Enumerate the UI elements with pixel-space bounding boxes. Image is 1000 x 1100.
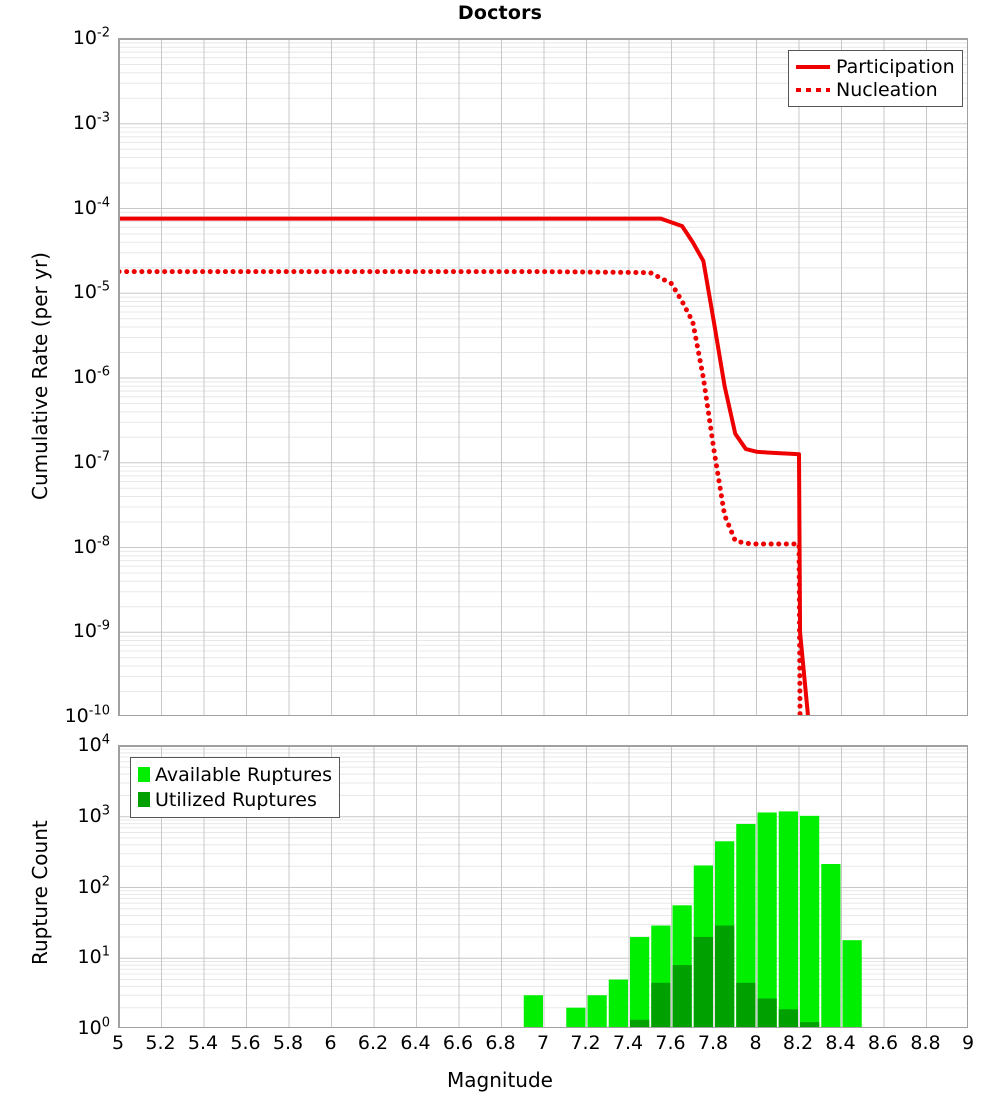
mfd-rate-svg: [119, 39, 967, 715]
x-tick: 6: [324, 1032, 337, 1054]
x-tick: 5.6: [230, 1032, 261, 1054]
y-tick-top: 10-2: [72, 25, 110, 49]
x-tick: 5.8: [272, 1032, 304, 1054]
x-tick: 5.2: [145, 1032, 176, 1054]
x-tick: 8.6: [867, 1032, 899, 1054]
x-tick: 7.4: [612, 1032, 644, 1054]
y-tick-bottom: 100: [77, 1015, 110, 1039]
page-title: Doctors: [457, 2, 543, 24]
x-tick: 6.4: [400, 1032, 431, 1054]
x-tick: 6.8: [485, 1032, 516, 1054]
x-tick: 8: [749, 1032, 762, 1054]
y-tick-top: 10-10: [64, 703, 110, 727]
legend-item-utilized-ruptures: Utilized Ruptures: [138, 787, 332, 812]
y-tick-bottom: 104: [77, 732, 110, 756]
legend-label-participation: Participation: [836, 55, 955, 78]
x-tick: 7.8: [697, 1032, 729, 1054]
x-tick: 6.6: [442, 1032, 474, 1054]
legend-label-nucleation: Nucleation: [836, 78, 938, 101]
legend-item-available-ruptures: Available Ruptures: [138, 762, 332, 787]
x-tick: 6.2: [357, 1032, 389, 1054]
legend-mfd: Participation Nucleation: [788, 50, 963, 107]
legend-label-utilized-ruptures: Utilized Ruptures: [155, 788, 317, 811]
x-tick: 7.6: [655, 1032, 686, 1054]
y-tick-top: 10-3: [72, 110, 110, 134]
y-tick-top: 10-6: [72, 364, 110, 388]
line-solid-icon: [796, 60, 830, 74]
line-dotted-icon: [796, 83, 830, 97]
y-tick-bottom: 101: [77, 944, 110, 969]
legend-item-nucleation: Nucleation: [796, 78, 955, 101]
x-axis-label: Magnitude: [447, 1068, 553, 1092]
y-tick-top: 10-8: [72, 534, 110, 558]
x-tick: 8.4: [825, 1032, 856, 1054]
y-tick-top: 10-5: [72, 279, 110, 304]
x-tick: 5.4: [187, 1032, 219, 1054]
swatch-available-icon: [138, 767, 150, 782]
y-tick-bottom: 103: [77, 803, 110, 827]
y-tick-top: 10-7: [72, 449, 110, 473]
x-tick: 8.8: [910, 1032, 941, 1054]
y-tick-top: 10-4: [72, 195, 110, 219]
swatch-utilized-icon: [138, 792, 150, 807]
legend-label-available-ruptures: Available Ruptures: [155, 763, 332, 786]
x-tick: 9: [961, 1032, 975, 1054]
legend-ruptures: Available Ruptures Utilized Ruptures: [130, 757, 340, 818]
x-tick: 7: [536, 1032, 550, 1054]
y-tick-bottom: 102: [77, 874, 110, 898]
mfd-rate-plot: [118, 38, 968, 716]
x-tick: 7.2: [570, 1032, 601, 1054]
x-tick: 8.2: [782, 1032, 814, 1054]
legend-item-participation: Participation: [796, 55, 955, 78]
y-tick-top: 10-9: [72, 618, 110, 643]
x-tick: 5: [111, 1032, 125, 1054]
